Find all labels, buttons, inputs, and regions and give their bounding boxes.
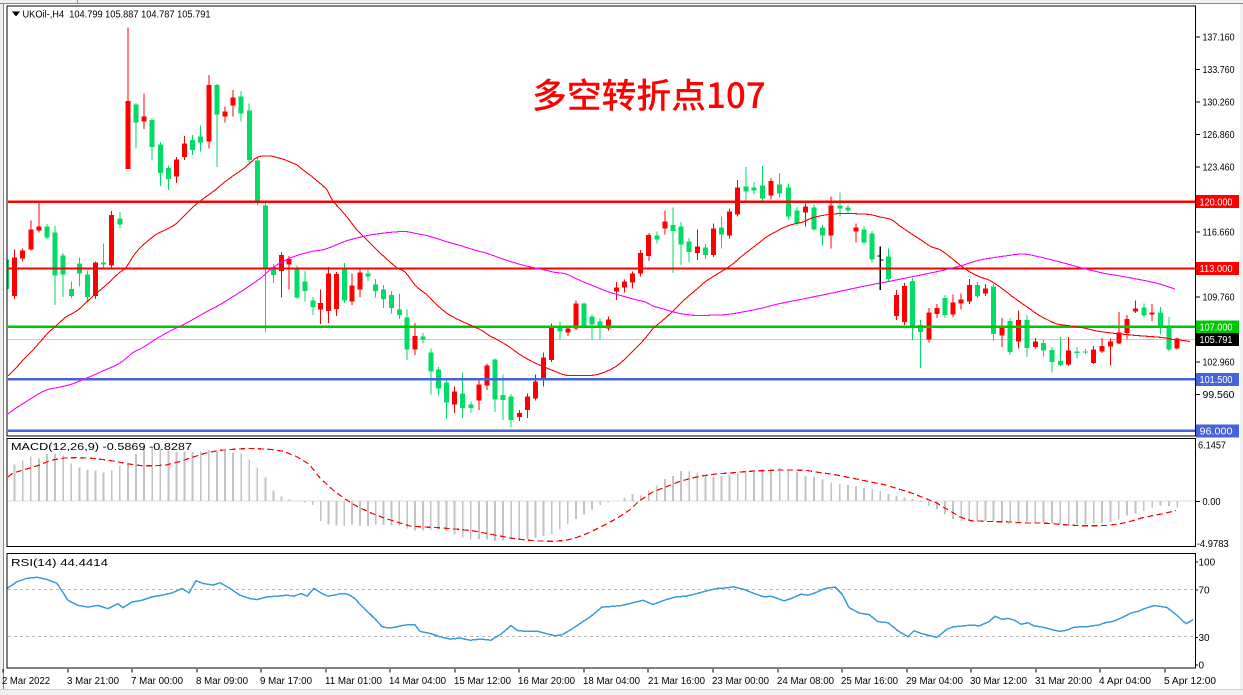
svg-text:-4.9783: -4.9783 [1197, 539, 1229, 550]
svg-text:2 Mar 2022: 2 Mar 2022 [2, 676, 50, 687]
svg-text:RSI(14) 44.4414: RSI(14) 44.4414 [11, 557, 108, 569]
svg-text:133.760: 133.760 [1203, 65, 1235, 76]
svg-text:0.00: 0.00 [1203, 497, 1221, 508]
svg-text:15 Mar 12:00: 15 Mar 12:00 [454, 676, 511, 687]
svg-text:120.000: 120.000 [1200, 197, 1233, 208]
svg-text:30: 30 [1199, 633, 1211, 644]
svg-text:24 Mar 08:00: 24 Mar 08:00 [777, 676, 834, 687]
svg-text:96.000: 96.000 [1200, 426, 1233, 437]
svg-text:116.660: 116.660 [1203, 228, 1235, 239]
svg-text:11 Mar 01:00: 11 Mar 01:00 [325, 676, 382, 687]
svg-text:102.960: 102.960 [1203, 358, 1235, 369]
svg-text:137.160: 137.160 [1203, 33, 1235, 44]
svg-text:100: 100 [1199, 558, 1216, 569]
svg-text:99.560: 99.560 [1203, 390, 1235, 401]
svg-text:30 Mar 12:00: 30 Mar 12:00 [970, 676, 1027, 687]
svg-text:105.791: 105.791 [1200, 335, 1233, 346]
svg-text:8 Mar 09:00: 8 Mar 09:00 [196, 676, 248, 687]
svg-text:70: 70 [1199, 586, 1211, 597]
svg-text:5 Apr 12:00: 5 Apr 12:00 [1164, 676, 1216, 687]
svg-text:7 Mar 00:00: 7 Mar 00:00 [131, 676, 183, 687]
svg-text:23 Mar 00:00: 23 Mar 00:00 [712, 676, 769, 687]
svg-text:25 Mar 16:00: 25 Mar 16:00 [841, 676, 898, 687]
svg-text:29 Mar 04:00: 29 Mar 04:00 [906, 676, 963, 687]
svg-text:16 Mar 20:00: 16 Mar 20:00 [518, 676, 575, 687]
svg-text:21 Mar 16:00: 21 Mar 16:00 [648, 676, 705, 687]
svg-text:31 Mar 20:00: 31 Mar 20:00 [1035, 676, 1092, 687]
svg-text:6.1457: 6.1457 [1198, 441, 1226, 452]
svg-text:4 Apr 04:00: 4 Apr 04:00 [1099, 676, 1151, 687]
svg-text:18 Mar 04:00: 18 Mar 04:00 [583, 676, 640, 687]
svg-text:9 Mar 17:00: 9 Mar 17:00 [260, 676, 312, 687]
svg-text:0: 0 [1199, 661, 1205, 672]
svg-text:14 Mar 04:00: 14 Mar 04:00 [389, 676, 446, 687]
svg-text:UKOil-,H4 104.799 105.887 104: UKOil-,H4 104.799 105.887 104.787 105.79… [23, 10, 211, 21]
svg-text:MACD(12,26,9) -0.5869 -0.8287: MACD(12,26,9) -0.5869 -0.8287 [11, 441, 192, 453]
svg-text:107.000: 107.000 [1200, 322, 1233, 333]
svg-text:3 Mar 21:00: 3 Mar 21:00 [67, 676, 119, 687]
svg-text:126.860: 126.860 [1203, 130, 1235, 141]
svg-text:101.500: 101.500 [1200, 375, 1233, 386]
svg-text:109.760: 109.760 [1203, 293, 1235, 304]
svg-text:123.460: 123.460 [1203, 163, 1235, 174]
svg-text:113.000: 113.000 [1200, 264, 1233, 275]
svg-text:130.260: 130.260 [1203, 98, 1235, 109]
